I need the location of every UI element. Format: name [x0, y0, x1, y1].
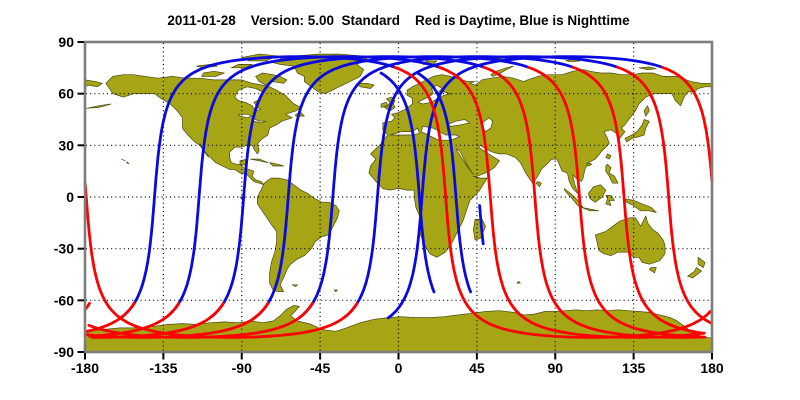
daytime-ground-track — [83, 65, 714, 339]
landmass — [624, 119, 650, 143]
y-tick-label: 90 — [58, 34, 74, 50]
daytime-ground-track — [88, 65, 705, 339]
x-tick-label: -180 — [71, 360, 99, 376]
landmass — [624, 198, 657, 213]
landmass — [86, 103, 112, 109]
landmass — [356, 82, 375, 89]
landmass — [587, 184, 607, 203]
y-tick-label: -90 — [54, 344, 74, 360]
landmass — [638, 66, 657, 70]
landmass — [687, 267, 702, 279]
nighttime-ground-track — [164, 55, 440, 320]
nighttime-ground-track — [119, 55, 396, 320]
axis-ticks-and-labels: -180 -135 -90 -45 0 45 90 135 180 -90 -60 -30 0 30 60 9… — [54, 34, 724, 376]
daytime-ground-track — [84, 65, 705, 339]
x-tick-label: 135 — [622, 360, 646, 376]
plot-title: 2011-01-28 Version: 5.00 Standard Red is… — [167, 13, 630, 28]
landmass — [643, 105, 650, 117]
landmass — [269, 162, 284, 167]
landmass — [84, 79, 103, 88]
y-tick-label: 30 — [58, 137, 74, 153]
landmass — [380, 101, 389, 108]
nighttime-ground-track — [342, 55, 619, 320]
landmass — [121, 158, 126, 162]
y-tick-label: -30 — [54, 241, 74, 257]
nighttime-ground-track — [386, 55, 663, 320]
landmass — [516, 281, 521, 284]
nighttime-ground-track — [478, 204, 485, 246]
satellite-track-curves — [83, 55, 714, 339]
daytime-ground-track — [90, 65, 707, 339]
x-tick-label: 90 — [547, 360, 563, 376]
x-tick-label: 45 — [469, 360, 485, 376]
landmass — [605, 194, 615, 206]
landmass — [257, 177, 340, 293]
y-tick-label: 0 — [66, 189, 74, 205]
plot-frame — [83, 40, 714, 354]
landmass — [605, 153, 612, 160]
x-tick-label: -45 — [310, 360, 330, 376]
nighttime-ground-track — [208, 55, 485, 320]
nighttime-ground-track — [253, 55, 529, 320]
landmass — [697, 256, 706, 268]
x-tick-label: 180 — [700, 360, 724, 376]
x-tick-label: -135 — [149, 360, 177, 376]
y-tick-label: -60 — [54, 292, 74, 308]
nighttime-ground-track — [379, 71, 436, 294]
landmass — [535, 181, 542, 188]
landmass — [201, 70, 225, 77]
y-tick-label: 60 — [58, 86, 74, 102]
landmass — [250, 158, 269, 163]
landmass — [648, 267, 657, 274]
landmass — [230, 64, 253, 69]
landmass — [368, 69, 713, 258]
nighttime-ground-track — [416, 71, 472, 294]
daytime-ground-track — [83, 65, 706, 339]
inland-water — [446, 119, 471, 127]
x-tick-label: 0 — [395, 360, 403, 376]
landmass — [126, 161, 130, 165]
landmass — [605, 163, 619, 184]
nighttime-ground-track — [297, 55, 574, 320]
landmass — [586, 162, 593, 167]
x-tick-label: -90 — [232, 360, 252, 376]
landmass — [333, 289, 338, 293]
landmass — [291, 284, 298, 287]
landmass — [105, 74, 302, 186]
landmass — [581, 206, 600, 212]
inland-water — [455, 148, 474, 175]
inland-water — [234, 86, 263, 112]
